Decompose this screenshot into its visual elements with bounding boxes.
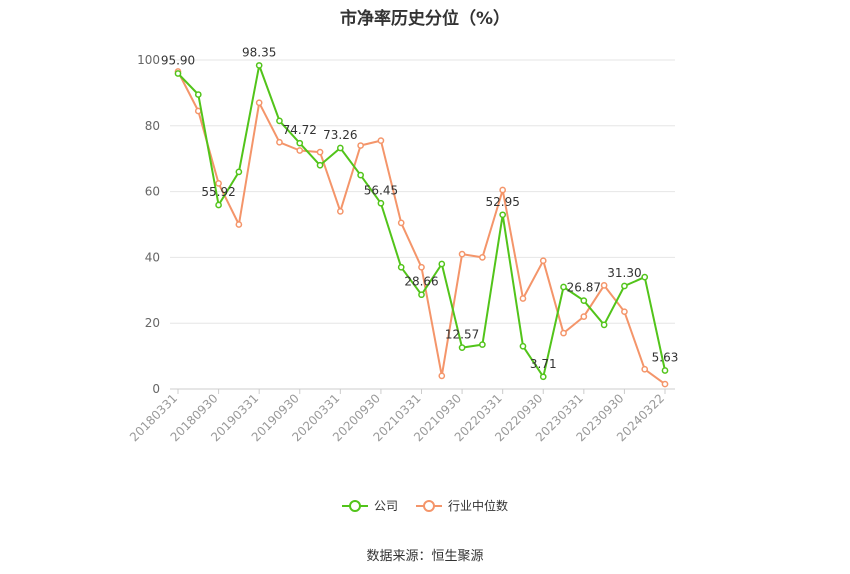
data-source: 数据来源：恒生聚源	[366, 549, 484, 564]
data-point-industry-median	[661, 380, 669, 388]
data-point-company	[621, 282, 628, 290]
data-label: 52.95	[485, 195, 519, 209]
data-point-company	[316, 161, 324, 169]
data-point-company	[215, 201, 222, 209]
y-tick-label: 60	[145, 185, 160, 199]
data-point-industry-median	[336, 207, 344, 215]
data-point-company	[661, 367, 669, 374]
data-point-company	[174, 70, 182, 77]
grid-lines	[170, 59, 675, 324]
data-point-company	[276, 117, 283, 125]
data-point-company	[397, 263, 405, 271]
y-tick-label: 80	[145, 119, 160, 133]
data-label: 98.35	[242, 45, 276, 59]
legend-swatch-company	[341, 499, 368, 513]
data-point-company	[519, 342, 527, 350]
legend-item-industry-median[interactable]: 行业中位数	[416, 497, 508, 514]
data-point-company	[296, 139, 304, 147]
y-tick-label: 40	[145, 250, 160, 264]
y-tick-label: 100	[137, 53, 160, 67]
series-line-company	[177, 64, 666, 378]
data-point-company	[600, 321, 608, 329]
data-point-industry-median	[641, 365, 649, 373]
data-point-industry-median	[255, 99, 263, 107]
data-point-company	[255, 62, 263, 69]
data-label: 3.71	[530, 357, 557, 371]
data-point-company	[560, 283, 567, 291]
legend: 公司 行业中位数	[0, 497, 850, 514]
data-label: 95.90	[161, 53, 195, 67]
chart-title: 市净率历史分位（%）	[339, 9, 511, 29]
data-label: 26.87	[567, 281, 601, 295]
data-point-company	[539, 373, 547, 381]
data-label: 56.45	[364, 183, 398, 197]
data-point-company	[194, 91, 202, 98]
series	[174, 62, 669, 388]
data-label: 5.63	[652, 350, 679, 364]
y-tick-label: 20	[145, 316, 160, 330]
data-point-company	[580, 297, 588, 304]
data-label: 12.57	[445, 328, 479, 342]
data-point-industry-median	[621, 308, 628, 316]
data-point-industry-median	[438, 372, 446, 380]
data-point-industry-median	[539, 257, 547, 265]
data-point-company	[377, 199, 385, 207]
data-point-industry-median	[235, 221, 243, 228]
data-point-industry-median	[377, 137, 385, 144]
data-label: 74.72	[283, 123, 317, 137]
legend-item-company[interactable]: 公司	[341, 497, 398, 514]
data-label: 31.30	[607, 266, 641, 280]
legend-label-industry-median: 行业中位数	[448, 499, 509, 513]
data-label: 73.26	[323, 128, 357, 142]
data-point-company	[438, 260, 446, 268]
data-point-industry-median	[296, 147, 304, 154]
data-point-company	[458, 344, 466, 351]
data-point-industry-median	[215, 180, 222, 187]
data-point-industry-median	[560, 329, 567, 337]
data-label: 55.92	[201, 185, 235, 199]
data-point-industry-median	[519, 295, 527, 302]
data-point-industry-median	[418, 263, 425, 271]
data-point-industry-median	[316, 148, 324, 156]
data-point-industry-median	[580, 313, 588, 320]
data-point-company	[418, 291, 425, 299]
series-line-industry-median	[177, 71, 666, 385]
legend-swatch-industry-median	[416, 499, 442, 513]
y-tick-label: 0	[152, 382, 160, 396]
data-point-industry-median	[479, 254, 486, 261]
data-point-company	[479, 341, 486, 348]
data-labels: 95.90 55.92 98.35 74.72 73.26 56.45 28.66 12.57…	[161, 45, 679, 370]
axes: 0204060801002018033120180930201903312019…	[127, 53, 675, 444]
data-point-company	[357, 171, 364, 179]
data-point-industry-median	[499, 186, 507, 194]
data-point-industry-median	[458, 250, 466, 258]
data-point-company	[336, 144, 344, 152]
legend-label-company: 公司	[373, 499, 398, 513]
data-point-industry-median	[276, 138, 283, 146]
data-point-industry-median	[600, 282, 608, 289]
data-point-company	[235, 168, 243, 176]
data-label: 28.66	[404, 275, 438, 289]
data-point-industry-median	[397, 219, 405, 227]
data-point-company	[499, 211, 507, 219]
data-point-industry-median	[357, 142, 364, 149]
data-point-company	[641, 273, 649, 281]
